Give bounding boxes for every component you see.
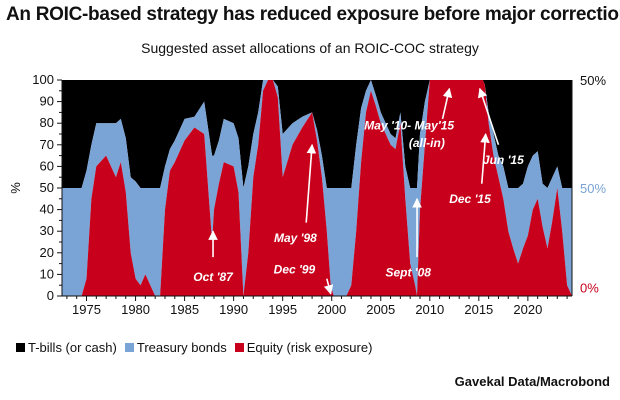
x-tick-label: 2000 (317, 302, 346, 317)
legend-item-bonds: Treasury bonds (124, 340, 227, 355)
annotation-arrow (441, 87, 453, 120)
legend-swatch-tbills (16, 343, 25, 352)
x-tick-label: 2010 (415, 302, 444, 317)
x-tick-label: 2020 (513, 302, 542, 317)
source-credit: Gavekal Data/Macrobond (454, 374, 610, 389)
legend-swatch-bonds (124, 343, 134, 352)
y-axis-label: % (8, 182, 23, 194)
y-tick-label: 0 (47, 288, 54, 303)
y-tick-label: 70 (40, 137, 54, 152)
annotations: Oct '87 May '98 Dec '99 Sept '08 May '10- Ma… (193, 87, 524, 295)
area-equity (62, 80, 572, 296)
x-tick-label: 2015 (464, 302, 493, 317)
x-tick-label: 1990 (219, 302, 248, 317)
legend-swatch-equity (234, 343, 244, 352)
area-tbills (62, 80, 572, 188)
annotation-label: May '10- May'15 (364, 119, 454, 133)
chart-title: An ROIC-based strategy has reduced expos… (6, 4, 620, 25)
y-tick-label: 10 (40, 266, 54, 281)
x-tick-label: 1995 (268, 302, 297, 317)
plot-area (62, 80, 572, 296)
y-tick-label: 20 (40, 245, 54, 260)
y-tick-label: 90 (40, 94, 54, 109)
legend: T-bills (or cash) Treasury bonds Equity … (16, 340, 376, 355)
right-axis-label: 0% (580, 280, 599, 295)
legend-label-equity: Equity (risk exposure) (246, 340, 373, 355)
annotation-label: Sept '08 (385, 266, 431, 280)
y-tick-label: 100 (32, 72, 54, 87)
annotation-arrow (305, 143, 317, 223)
y-tick-label: 50 (40, 180, 54, 195)
annotation-label: (all-in) (409, 136, 445, 150)
annotation-arrow (323, 278, 334, 295)
legend-item-equity: Equity (risk exposure) (234, 340, 373, 355)
annotation-label: Oct '87 (193, 270, 234, 284)
y-tick-label: 30 (40, 223, 54, 238)
legend-label-tbills: T-bills (or cash) (28, 340, 117, 355)
chart-subtitle: Suggested asset allocations of an ROIC-C… (141, 40, 479, 56)
axes: 0 10 20 30 40 50 60 70 80 90 100% 1975 1980 1985 1990 1… (8, 72, 606, 317)
legend-item-tbills: T-bills (or cash) (16, 340, 117, 355)
annotation-label: Jun '15 (483, 153, 524, 167)
y-tick-label: 40 (40, 202, 54, 217)
annotation-arrow (480, 133, 490, 184)
x-tick-label: 2005 (366, 302, 395, 317)
y-tick-label: 60 (40, 158, 54, 173)
annotation-label: Dec '15 (449, 192, 491, 206)
right-axis-label: 50% (580, 73, 606, 88)
x-tick-label: 1980 (121, 302, 150, 317)
annotation-label: Dec '99 (274, 262, 316, 276)
legend-label-bonds: Treasury bonds (136, 340, 227, 355)
x-tick-label: 1985 (170, 302, 199, 317)
x-tick-label: 1975 (72, 302, 101, 317)
annotation-label: May '98 (274, 231, 317, 245)
annotation-arrow (477, 87, 500, 146)
right-axis-label: 50% (580, 181, 606, 196)
y-tick-label: 80 (40, 115, 54, 130)
